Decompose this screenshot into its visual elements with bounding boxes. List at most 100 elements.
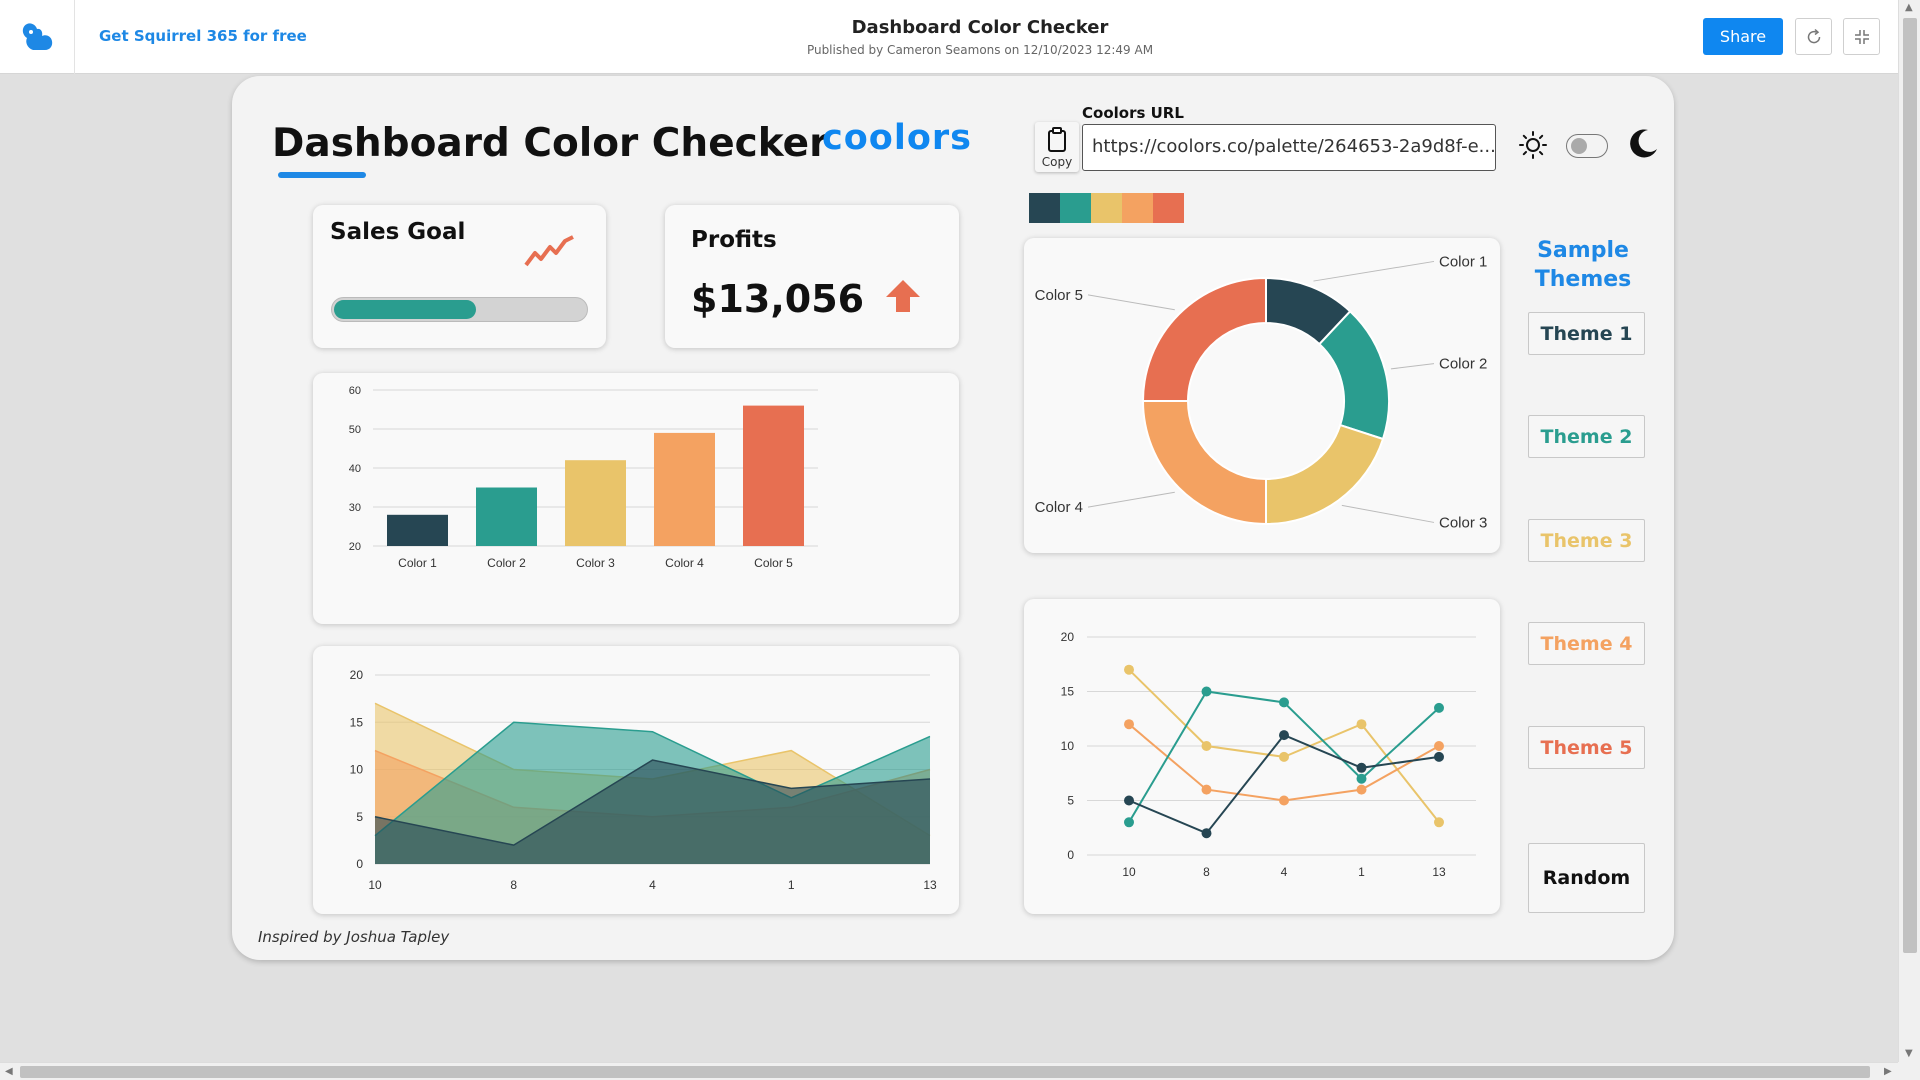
profits-card: Profits $13,056 bbox=[665, 205, 959, 348]
area-x-tick: 8 bbox=[510, 878, 517, 892]
area-x-tick: 13 bbox=[923, 878, 937, 892]
sales-goal-card: Sales Goal bbox=[313, 205, 606, 348]
line-x-tick: 1 bbox=[1358, 865, 1365, 879]
copy-button[interactable]: Copy bbox=[1035, 122, 1079, 172]
squirrel-logo[interactable] bbox=[0, 0, 75, 74]
bar-y-tick: 50 bbox=[349, 424, 361, 436]
donut-leader bbox=[1313, 260, 1435, 282]
theme-5-button[interactable]: Theme 5 bbox=[1528, 726, 1645, 769]
sample-themes-heading: Sample Themes bbox=[1534, 238, 1632, 292]
scroll-up-icon[interactable]: ▲ bbox=[1905, 2, 1913, 13]
area-fill bbox=[375, 760, 930, 864]
exit-fullscreen-button[interactable] bbox=[1843, 18, 1880, 55]
line-point bbox=[1356, 773, 1367, 784]
line-point bbox=[1279, 751, 1289, 762]
area-y-tick: 15 bbox=[350, 715, 364, 729]
palette-swatch-4 bbox=[1122, 193, 1153, 223]
donut-label: Color 3 bbox=[1439, 514, 1487, 531]
horizontal-scroll-thumb[interactable] bbox=[20, 1066, 1870, 1078]
donut-leader bbox=[1087, 294, 1175, 311]
donut-leader bbox=[1087, 491, 1175, 508]
area-chart-card: 0 5 10 15 20 10 8 4 1 13 bbox=[313, 646, 959, 914]
donut-leader bbox=[1341, 504, 1435, 523]
scroll-right-icon[interactable]: ▶ bbox=[1884, 1066, 1892, 1077]
sales-goal-title: Sales Goal bbox=[330, 219, 466, 245]
donut-leader bbox=[1390, 363, 1435, 370]
area-x-tick: 1 bbox=[788, 878, 795, 892]
line-point bbox=[1201, 828, 1212, 839]
line-x-tick: 13 bbox=[1432, 865, 1446, 879]
refresh-icon bbox=[1807, 28, 1820, 43]
donut-label: Color 1 bbox=[1439, 253, 1487, 270]
donut-label: Color 4 bbox=[1035, 499, 1083, 516]
line-y-tick: 5 bbox=[1067, 794, 1074, 808]
line-point bbox=[1124, 795, 1134, 806]
page-title: Dashboard Color Checker bbox=[851, 17, 1109, 38]
bar-x-label: Color 2 bbox=[487, 556, 526, 570]
bar-y-tick: 30 bbox=[349, 502, 361, 514]
line-point bbox=[1201, 686, 1212, 697]
area-x-tick: 4 bbox=[649, 878, 656, 892]
sales-progress-bar bbox=[331, 297, 588, 322]
theme-3-button[interactable]: Theme 3 bbox=[1528, 519, 1645, 562]
theme-2-button[interactable]: Theme 2 bbox=[1528, 415, 1645, 458]
theme-1-button[interactable]: Theme 1 bbox=[1528, 312, 1645, 355]
vertical-scrollbar[interactable]: ▲ ▼ bbox=[1898, 0, 1920, 1062]
line-y-tick: 20 bbox=[1061, 630, 1075, 644]
bar bbox=[476, 487, 537, 546]
moon-icon[interactable] bbox=[1626, 127, 1660, 161]
line-point bbox=[1279, 795, 1289, 806]
line-point bbox=[1356, 719, 1367, 730]
area-y-tick: 10 bbox=[350, 763, 364, 777]
theme-4-button[interactable]: Theme 4 bbox=[1528, 622, 1645, 665]
trend-up-icon bbox=[524, 235, 574, 267]
theme-toggle[interactable] bbox=[1566, 134, 1608, 158]
line-point bbox=[1434, 817, 1444, 828]
scroll-left-icon[interactable]: ◀ bbox=[5, 1066, 13, 1077]
vertical-scroll-thumb[interactable] bbox=[1903, 18, 1917, 953]
copy-label: Copy bbox=[1041, 155, 1073, 169]
donut-slice bbox=[1265, 423, 1385, 526]
title-underline bbox=[278, 172, 366, 178]
promo-link[interactable]: Get Squirrel 365 for free bbox=[99, 27, 307, 45]
line-y-tick: 0 bbox=[1067, 848, 1074, 862]
horizontal-scrollbar[interactable]: ◀ ▶ bbox=[0, 1062, 1898, 1080]
line-point bbox=[1124, 664, 1134, 675]
line-point bbox=[1279, 697, 1289, 708]
area-y-tick: 20 bbox=[350, 668, 364, 682]
top-bar: Get Squirrel 365 for free Dashboard Colo… bbox=[0, 0, 1898, 74]
sun-icon[interactable] bbox=[1518, 130, 1548, 160]
line-point bbox=[1124, 719, 1134, 730]
donut-chart: Color 1 Color 2 Color 3 Color 4 Color 5 bbox=[1035, 253, 1488, 531]
bar-chart-card: 20 30 40 50 60 Color 1 Color 2 Color 3 Color 4 Co… bbox=[313, 373, 959, 624]
coolors-logo: coolors bbox=[822, 118, 972, 158]
share-button[interactable]: Share bbox=[1703, 18, 1783, 55]
area-x-tick: 10 bbox=[368, 878, 382, 892]
scroll-down-icon[interactable]: ▼ bbox=[1905, 1048, 1913, 1059]
bar-y-tick: 60 bbox=[349, 385, 361, 397]
coolors-url-input[interactable]: https://coolors.co/palette/264653-2a9d8f… bbox=[1082, 124, 1496, 171]
area-y-tick: 0 bbox=[356, 857, 363, 871]
bar-y-tick: 20 bbox=[349, 541, 361, 553]
line-x-tick: 10 bbox=[1122, 865, 1136, 879]
area-y-tick: 5 bbox=[356, 810, 363, 824]
palette-swatch-2 bbox=[1060, 193, 1091, 223]
line-y-tick: 15 bbox=[1061, 685, 1075, 699]
line-point bbox=[1201, 784, 1212, 795]
bar-chart: 20 30 40 50 60 Color 1 Color 2 Color 3 Color 4 Co… bbox=[349, 385, 818, 570]
profits-value: $13,056 bbox=[691, 277, 865, 321]
refresh-button[interactable] bbox=[1795, 18, 1832, 55]
publish-info: Published by Cameron Seamons on 12/10/20… bbox=[806, 43, 1154, 57]
area-line bbox=[374, 759, 931, 846]
line-point bbox=[1356, 784, 1367, 795]
random-theme-button[interactable]: Random bbox=[1528, 843, 1645, 913]
dashboard-title: Dashboard Color Checker bbox=[272, 121, 829, 166]
line-chart-card: 0 5 10 15 20 10 8 4 1 13 bbox=[1024, 599, 1500, 914]
donut-slice bbox=[1141, 400, 1267, 526]
bar bbox=[654, 432, 715, 546]
bar-x-label: Color 1 bbox=[398, 556, 437, 570]
line-point bbox=[1434, 702, 1444, 713]
area-chart: 0 5 10 15 20 10 8 4 1 13 bbox=[350, 668, 937, 892]
line-point bbox=[1201, 741, 1212, 751]
donut-label: Color 2 bbox=[1439, 356, 1487, 373]
